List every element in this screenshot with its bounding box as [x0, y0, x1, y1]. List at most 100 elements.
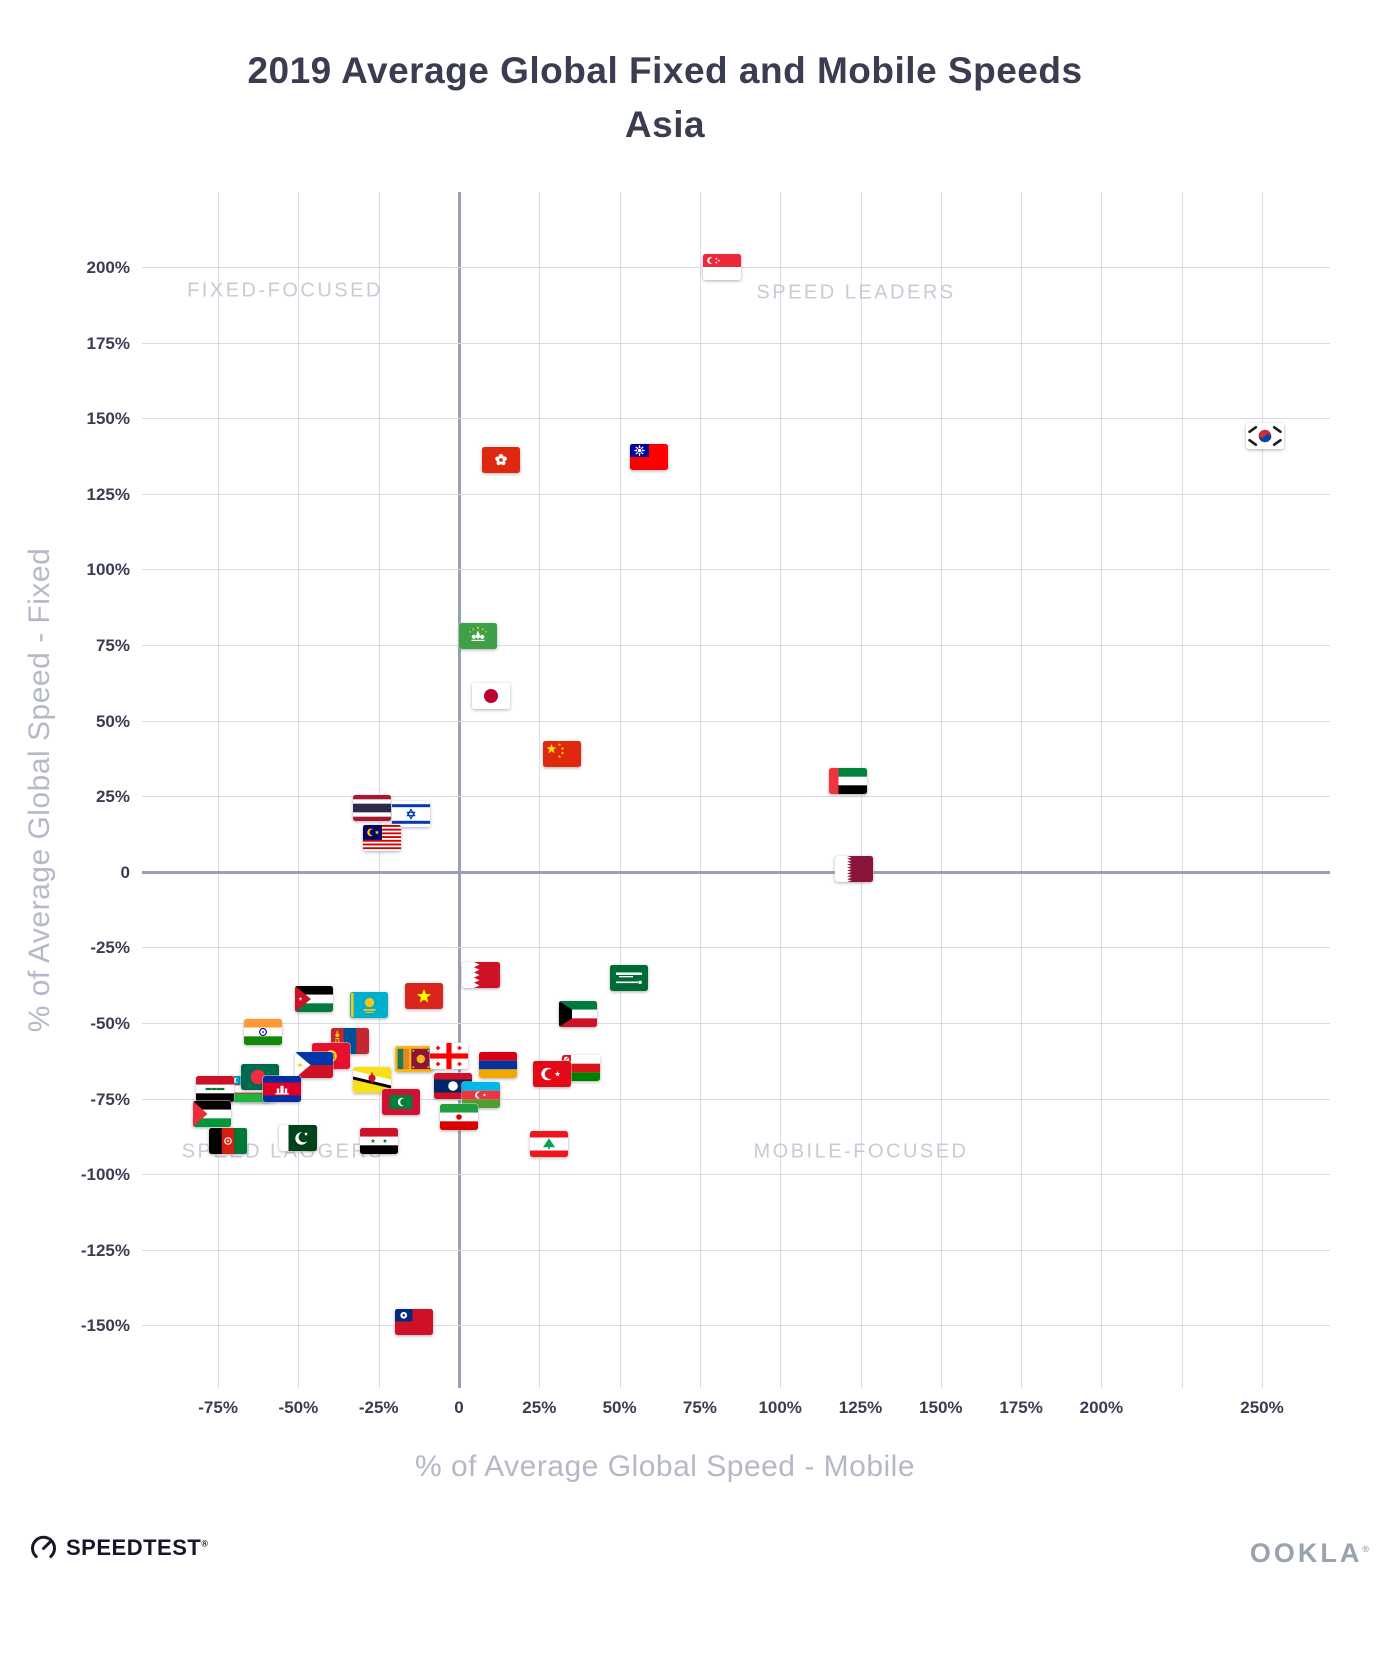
flag-singapore	[703, 253, 742, 280]
flag-palestine	[192, 1100, 231, 1127]
flag-china	[542, 740, 581, 767]
speedtest-logo: SPEEDTEST®	[30, 1534, 208, 1561]
gridline-vertical	[1021, 192, 1023, 1388]
flag-india	[244, 1018, 283, 1045]
flag-afghanistan	[208, 1127, 247, 1154]
flag-taiwan	[629, 444, 668, 471]
flag-united-arab-emirates	[828, 767, 867, 794]
x-tick-label: 150%	[919, 1398, 963, 1417]
x-tick-label: 50%	[602, 1398, 637, 1417]
speedtest-gauge-icon	[30, 1534, 57, 1561]
quadrant-label-top-left: FIXED-FOCUSED	[187, 279, 383, 302]
gridline-horizontal	[142, 947, 1330, 949]
y-tick-label: 25%	[95, 787, 130, 807]
y-tick-label: 0	[120, 862, 130, 882]
gridline-vertical	[378, 192, 380, 1388]
gridline-vertical	[1181, 192, 1183, 1388]
gridline-horizontal	[142, 342, 1330, 344]
gridline-vertical	[218, 192, 220, 1388]
flag-south-korea	[1246, 423, 1285, 450]
ookla-logo: OOKLA®	[1249, 1538, 1372, 1568]
flag-japan	[472, 683, 511, 710]
flag-hong-kong	[481, 447, 520, 474]
y-tick-label: -75%	[90, 1089, 130, 1109]
flag-myanmar	[395, 1309, 434, 1336]
gridline-horizontal	[142, 1022, 1330, 1024]
x-tick-label: 75%	[682, 1398, 717, 1417]
flag-pakistan	[279, 1124, 318, 1151]
y-tick-label: 200%	[86, 257, 130, 277]
flag-iraq	[195, 1076, 234, 1103]
flag-iran	[440, 1103, 478, 1130]
quadrant-label-bottom-right: MOBILE-FOCUSED	[753, 1140, 969, 1163]
flag-syria	[359, 1127, 398, 1154]
x-tick-label: -50%	[278, 1398, 319, 1417]
flag-azerbaijan	[462, 1082, 501, 1109]
gridline-horizontal	[142, 796, 1330, 798]
quadrant-label-top-right: SPEED LEADERS	[756, 281, 956, 304]
flag-israel	[391, 801, 430, 828]
y-tick-label: 175%	[86, 333, 130, 353]
x-tick-label: 0	[454, 1398, 464, 1417]
flag-turkey	[533, 1061, 572, 1088]
gridline-vertical	[780, 192, 782, 1388]
page-title: 2019 Average Global Fixed and Mobile Spe…	[247, 50, 1083, 91]
x-axis-title: % of Average Global Speed - Mobile	[414, 1450, 916, 1483]
y-tick-label: 50%	[95, 711, 130, 731]
gridline-horizontal	[142, 569, 1330, 571]
gridline-horizontal	[142, 418, 1330, 420]
x-tick-label: -25%	[358, 1398, 399, 1417]
flag-cambodia	[263, 1076, 302, 1103]
gridline-vertical	[1101, 192, 1103, 1388]
x-tick-label: 200%	[1079, 1398, 1124, 1417]
y-tick-label: 125%	[86, 484, 130, 504]
x-tick-label: 100%	[758, 1398, 802, 1417]
gridline-horizontal	[142, 1174, 1330, 1176]
flag-vietnam	[404, 982, 443, 1009]
y-zero-axis	[458, 192, 461, 1388]
gridline-horizontal	[142, 1325, 1330, 1327]
y-tick-label: -150%	[80, 1316, 130, 1336]
flag-malaysia	[362, 825, 401, 852]
flag-armenia	[478, 1052, 517, 1079]
y-axis-title: % of Average Global Speed - Fixed	[23, 547, 56, 1033]
flag-sri-lanka	[395, 1046, 434, 1073]
x-tick-label: 125%	[838, 1398, 883, 1417]
flag-qatar	[835, 855, 874, 882]
flag-macao	[459, 622, 498, 649]
gridline-horizontal	[142, 1098, 1330, 1100]
gridline-horizontal	[142, 720, 1330, 722]
flag-kazakhstan	[350, 991, 389, 1018]
flag-georgia	[430, 1043, 469, 1070]
gridline-horizontal	[142, 1249, 1330, 1251]
x-tick-label: 250%	[1240, 1398, 1284, 1417]
gridline-vertical	[1262, 192, 1263, 1388]
y-tick-label: -50%	[90, 1013, 130, 1033]
flag-bahrain	[462, 961, 501, 988]
x-tick-label: 25%	[522, 1398, 557, 1417]
y-tick-label: 75%	[95, 635, 130, 655]
x-zero-axis	[142, 870, 1330, 874]
flag-lebanon	[529, 1130, 568, 1157]
gridline-vertical	[298, 192, 300, 1388]
y-tick-label: -100%	[80, 1165, 130, 1185]
gridline-horizontal	[142, 493, 1330, 495]
gridline-vertical	[699, 192, 701, 1388]
gridline-vertical	[619, 192, 621, 1388]
y-tick-label: -25%	[90, 938, 130, 958]
y-tick-label: 100%	[86, 560, 130, 580]
y-tick-label: -125%	[80, 1240, 130, 1260]
flag-kuwait	[558, 1000, 597, 1027]
flag-philippines	[295, 1052, 334, 1079]
x-tick-label: -75%	[198, 1398, 238, 1417]
flag-thailand	[353, 795, 392, 822]
y-tick-label: 150%	[86, 409, 130, 429]
speedtest-wordmark: SPEEDTEST®	[66, 1534, 209, 1560]
gridline-horizontal	[142, 644, 1330, 646]
flag-saudi-arabia	[610, 964, 649, 991]
x-tick-label: 175%	[999, 1398, 1043, 1417]
page-subtitle: Asia	[624, 104, 706, 145]
gridline-vertical	[940, 192, 942, 1388]
